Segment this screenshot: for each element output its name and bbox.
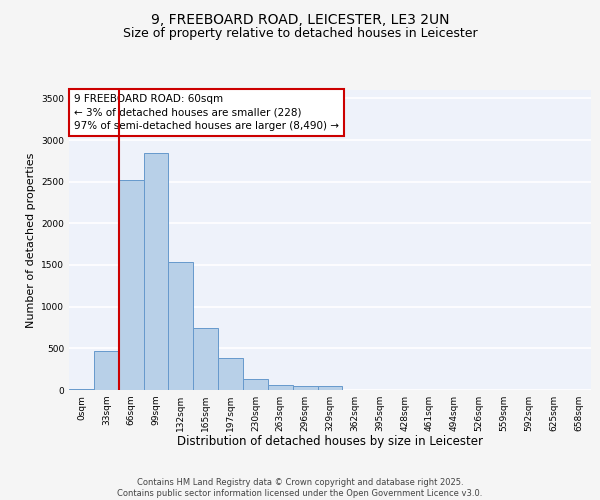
Bar <box>317 386 343 390</box>
Y-axis label: Number of detached properties: Number of detached properties <box>26 152 35 328</box>
Bar <box>169 262 193 390</box>
Bar <box>293 386 317 390</box>
Bar <box>143 154 169 390</box>
Text: Size of property relative to detached houses in Leicester: Size of property relative to detached ho… <box>122 28 478 40</box>
Text: 9, FREEBOARD ROAD, LEICESTER, LE3 2UN: 9, FREEBOARD ROAD, LEICESTER, LE3 2UN <box>151 12 449 26</box>
X-axis label: Distribution of detached houses by size in Leicester: Distribution of detached houses by size … <box>177 436 483 448</box>
Text: 9 FREEBOARD ROAD: 60sqm
← 3% of detached houses are smaller (228)
97% of semi-de: 9 FREEBOARD ROAD: 60sqm ← 3% of detached… <box>74 94 339 131</box>
Bar <box>243 379 268 390</box>
Bar <box>193 328 218 390</box>
Text: Contains HM Land Registry data © Crown copyright and database right 2025.
Contai: Contains HM Land Registry data © Crown c… <box>118 478 482 498</box>
Bar <box>268 384 293 390</box>
Bar <box>94 351 119 390</box>
Bar <box>218 358 243 390</box>
Bar <box>69 389 94 390</box>
Bar <box>119 180 143 390</box>
